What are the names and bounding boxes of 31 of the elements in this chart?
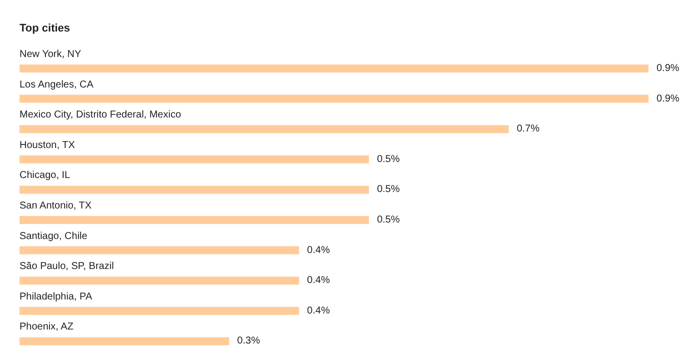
y-tick-label: New York, NY <box>20 49 82 60</box>
data-label: 0.7% <box>516 124 540 135</box>
y-tick-label: Philadelphia, PA <box>20 291 92 302</box>
y-tick-label: Houston, TX <box>20 140 76 151</box>
y-tick-label: Santiago, Chile <box>20 230 88 242</box>
bar <box>20 246 300 254</box>
data-label: 0.3% <box>237 336 260 347</box>
data-label: 0.9% <box>656 93 680 104</box>
y-tick-label: Chicago, IL <box>20 170 71 182</box>
bar <box>20 306 300 315</box>
bar <box>20 125 509 134</box>
bar <box>20 94 648 103</box>
bar <box>20 186 369 194</box>
data-label: 0.5% <box>376 184 400 196</box>
y-tick-label: Los Angeles, CA <box>20 79 94 90</box>
y-tick-label: Phoenix, AZ <box>20 322 74 333</box>
bar <box>20 64 648 72</box>
bar <box>20 216 369 224</box>
bar <box>20 337 230 346</box>
y-tick-label: São Paulo, SP, Brazil <box>20 261 114 272</box>
data-label: 0.9% <box>656 63 680 74</box>
y-tick-label: Mexico City, Distrito Federal, Mexico <box>20 110 182 121</box>
data-label: 0.4% <box>307 244 330 256</box>
y-tick-label: San Antonio, TX <box>20 200 92 212</box>
bar <box>20 155 369 164</box>
bar <box>20 276 300 285</box>
data-label: 0.4% <box>307 275 330 286</box>
data-label: 0.4% <box>307 305 330 316</box>
data-label: 0.5% <box>376 154 400 165</box>
chart-title: Top cities <box>20 22 70 34</box>
data-label: 0.5% <box>376 214 400 226</box>
